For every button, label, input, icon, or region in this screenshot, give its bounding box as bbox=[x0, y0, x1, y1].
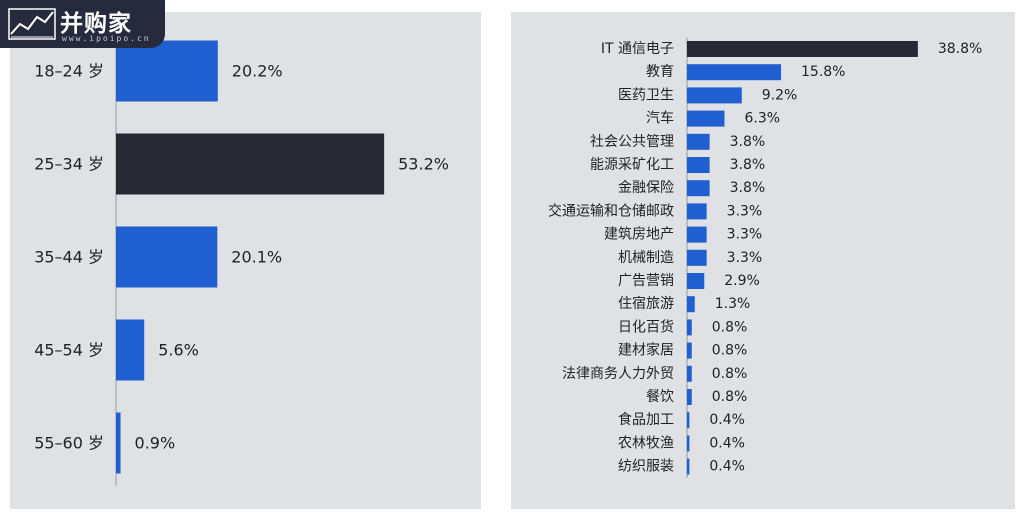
bar bbox=[116, 226, 218, 288]
data-label: 0.8% bbox=[712, 319, 748, 335]
data-label: 6.3% bbox=[744, 111, 780, 127]
data-label: 3.8% bbox=[730, 180, 766, 196]
category-label: 医药卫生 bbox=[618, 87, 674, 103]
data-label: 3.3% bbox=[727, 227, 763, 243]
industry-chart-panel: IT 通信电子 38.8% 教育 15.8% 医药卫生 9.2% 汽车 6.3% 社会公共管理 3… bbox=[511, 12, 1015, 509]
data-label: 20.2% bbox=[232, 62, 283, 81]
data-label: 0.8% bbox=[712, 389, 748, 405]
category-label: 45–54 岁 bbox=[34, 341, 104, 360]
category-label: 广告营销 bbox=[618, 273, 674, 289]
category-label: 法律商务人力外贸 bbox=[562, 366, 674, 382]
bar bbox=[687, 133, 710, 150]
category-label: 25–34 岁 bbox=[34, 155, 104, 174]
category-label: 交通运输和仓储邮政 bbox=[548, 202, 674, 219]
watermark-url: www.ipoipo.cn bbox=[62, 34, 151, 43]
data-label: 1.3% bbox=[715, 296, 751, 312]
bar bbox=[687, 319, 692, 336]
bar bbox=[687, 180, 710, 197]
industry-distribution-chart: IT 通信电子 38.8% 教育 15.8% 医药卫生 9.2% 汽车 6.3% 社会公共管理 3… bbox=[548, 38, 982, 478]
data-label: 53.2% bbox=[398, 155, 449, 174]
watermark-brand: 并购家 bbox=[60, 11, 132, 37]
category-label: 建筑房地产 bbox=[604, 227, 674, 243]
category-label: 金融保险 bbox=[618, 180, 674, 196]
data-label: 3.3% bbox=[727, 250, 763, 266]
bar bbox=[687, 389, 692, 405]
data-label: 0.4% bbox=[709, 435, 745, 451]
bar bbox=[687, 203, 707, 220]
category-label: 餐饮 bbox=[646, 389, 674, 405]
category-label: 汽车 bbox=[646, 110, 674, 127]
bar bbox=[687, 110, 725, 127]
category-label: 食品加工 bbox=[618, 411, 674, 428]
chart-logo-icon bbox=[8, 8, 56, 40]
data-label: 0.4% bbox=[709, 459, 745, 475]
data-label: 9.2% bbox=[762, 87, 798, 103]
category-label: 教育 bbox=[646, 64, 674, 80]
bar bbox=[116, 40, 218, 102]
category-label: 农林牧渔 bbox=[618, 435, 674, 451]
bar bbox=[116, 412, 121, 474]
category-label: 55–60 岁 bbox=[34, 434, 104, 453]
data-label: 38.8% bbox=[938, 41, 982, 57]
category-label: 能源采矿化工 bbox=[590, 157, 674, 173]
age-distribution-chart: 18–24 岁 20.2% 25–34 岁 53.2% 35–44 岁 20.1% 45–5… bbox=[34, 40, 449, 486]
bar bbox=[687, 226, 707, 243]
data-label: 0.8% bbox=[712, 366, 748, 382]
bar bbox=[687, 412, 690, 429]
data-label: 0.8% bbox=[712, 343, 748, 359]
age-chart-panel: 18–24 岁 20.2% 25–34 岁 53.2% 35–44 岁 20.1% 45–5… bbox=[10, 12, 481, 509]
data-label: 3.8% bbox=[730, 134, 766, 150]
category-label: 住宿旅游 bbox=[618, 295, 674, 312]
bar bbox=[687, 87, 742, 104]
bar bbox=[116, 319, 145, 381]
bar bbox=[687, 157, 710, 173]
bar bbox=[687, 273, 705, 289]
data-label: 3.3% bbox=[727, 203, 763, 219]
category-label: 纺织服装 bbox=[618, 459, 674, 475]
bar bbox=[687, 249, 707, 266]
bar bbox=[687, 342, 692, 359]
data-label: 15.8% bbox=[801, 64, 845, 80]
bar bbox=[687, 365, 692, 382]
category-label: 建材家居 bbox=[618, 342, 674, 359]
bar bbox=[687, 458, 690, 475]
data-label: 2.9% bbox=[724, 273, 760, 289]
bar bbox=[687, 41, 918, 57]
bar bbox=[687, 296, 695, 313]
category-label: 18–24 岁 bbox=[34, 62, 104, 81]
data-label: 3.8% bbox=[730, 157, 766, 173]
data-label: 0.4% bbox=[709, 412, 745, 428]
data-label: 5.6% bbox=[158, 341, 199, 360]
bar bbox=[116, 133, 385, 195]
category-label: 机械制造 bbox=[618, 250, 674, 266]
category-label: IT 通信电子 bbox=[601, 41, 674, 57]
bar bbox=[687, 64, 782, 81]
watermark: 并购家 www.ipoipo.cn bbox=[0, 0, 165, 48]
category-label: 35–44 岁 bbox=[34, 248, 104, 267]
bar bbox=[687, 435, 690, 452]
data-label: 20.1% bbox=[231, 248, 282, 267]
category-label: 日化百货 bbox=[618, 318, 674, 335]
data-label: 0.9% bbox=[135, 434, 176, 453]
category-label: 社会公共管理 bbox=[590, 134, 674, 150]
